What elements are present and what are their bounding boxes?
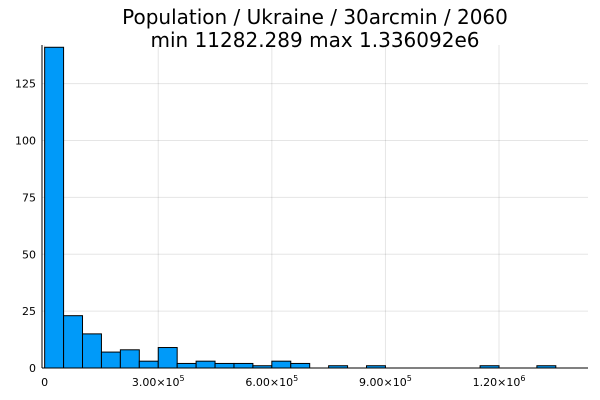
y-tick-label-3: 75 — [22, 191, 36, 204]
histogram-bar-2 — [82, 333, 102, 369]
x-tick-label-3: 9.00×105 — [359, 374, 412, 389]
tick-labels: 0 25 50 75 100 125 0 3.00×105 6.00×105 9.00×105 1.… — [15, 78, 525, 389]
chart-title-line1: Population / Ukraine / 30arcmin / 2060 — [122, 5, 508, 29]
histogram-bar-3 — [100, 351, 121, 369]
x-tick-label-0: 0 — [41, 376, 48, 389]
histogram-bar-8 — [195, 360, 216, 369]
histogram-bar-13 — [290, 362, 311, 369]
y-tick-label-0: 0 — [29, 362, 36, 375]
histogram-bar-5 — [138, 360, 159, 369]
histogram-bar-7 — [176, 362, 197, 369]
histogram-bar-4 — [119, 349, 140, 369]
chart-title-line2: min 11282.289 max 1.336092e6 — [151, 28, 480, 52]
bars — [44, 46, 557, 369]
x-tick-label-1: 3.00×105 — [132, 374, 185, 389]
y-tick-label-4: 100 — [15, 135, 36, 148]
y-tick-label-2: 50 — [22, 248, 36, 261]
y-tick-label-5: 125 — [15, 78, 36, 91]
histogram-bar-6 — [157, 347, 178, 369]
histogram-bar-10 — [233, 362, 254, 369]
x-tick-label-2: 6.00×105 — [245, 374, 298, 389]
histogram-bar-9 — [214, 362, 235, 369]
histogram-bar-12 — [271, 360, 292, 369]
y-tick-label-1: 25 — [22, 305, 36, 318]
histogram-bar-0 — [44, 46, 65, 369]
grid — [42, 45, 588, 369]
histogram-bar-1 — [63, 315, 84, 369]
x-tick-label-4: 1.20×106 — [473, 374, 526, 389]
